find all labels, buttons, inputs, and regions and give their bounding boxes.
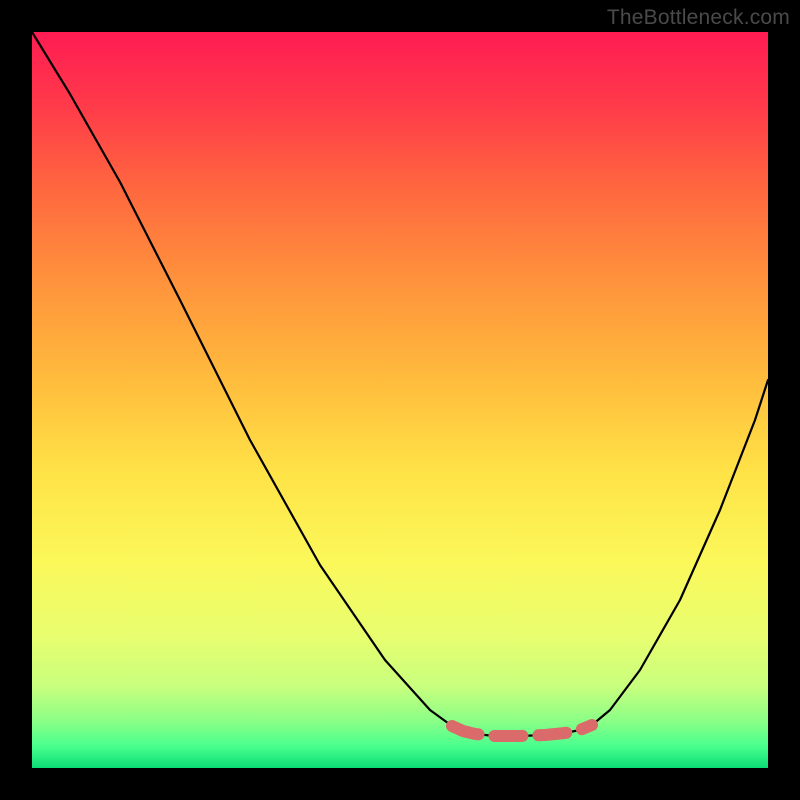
chart-stage: TheBottleneck.com: [0, 0, 800, 800]
watermark-text: TheBottleneck.com: [607, 6, 790, 30]
chart-svg: [0, 0, 800, 800]
plot-background: [32, 32, 768, 768]
